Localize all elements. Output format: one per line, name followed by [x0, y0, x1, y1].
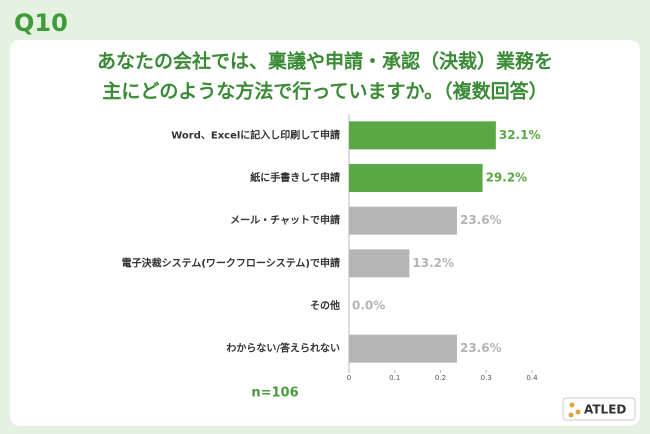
- category-label: その他: [310, 299, 340, 312]
- category-label: わからない/答えられない: [226, 342, 340, 355]
- chart-title: あなたの会社では、稟議や申請・承認（決裁）業務を: [97, 50, 553, 73]
- value-label: 23.6%: [460, 341, 502, 355]
- value-label: 32.1%: [499, 128, 541, 142]
- question-number: Q10: [14, 9, 68, 37]
- category-label: 紙に手書きして申請: [250, 171, 340, 184]
- x-tick-label: 0.1: [389, 374, 400, 382]
- chart-title: 主にどのような方法で行っていますか。（複数回答）: [102, 80, 547, 103]
- value-label: 29.2%: [486, 171, 528, 185]
- x-tick-label: 0.4: [526, 374, 538, 382]
- logo: ATLED: [562, 397, 636, 421]
- logo-dot: [568, 412, 574, 418]
- x-tick-label: 0.3: [481, 374, 492, 382]
- x-tick-label: 0: [347, 374, 351, 382]
- value-label: 0.0%: [352, 299, 385, 313]
- logo-dot: [575, 409, 581, 415]
- logo-dot: [569, 402, 575, 408]
- logo-text: ATLED: [584, 403, 626, 417]
- value-label: 13.2%: [412, 256, 454, 270]
- sample-size: n=106: [251, 386, 298, 401]
- bar: [349, 164, 483, 192]
- category-label: Word、Excelに記入し印刷して申請: [171, 128, 340, 141]
- bar: [349, 121, 496, 150]
- bar: [349, 249, 410, 278]
- logo-frame: [562, 397, 636, 421]
- x-tick-label: 0.2: [435, 374, 446, 382]
- value-label: 23.6%: [460, 213, 502, 227]
- category-label: メール・チャットで申請: [230, 214, 340, 227]
- bar: [349, 206, 457, 235]
- category-label: 電子決裁システム(ワークフローシステム)で申請: [122, 256, 340, 269]
- bar: [349, 334, 457, 363]
